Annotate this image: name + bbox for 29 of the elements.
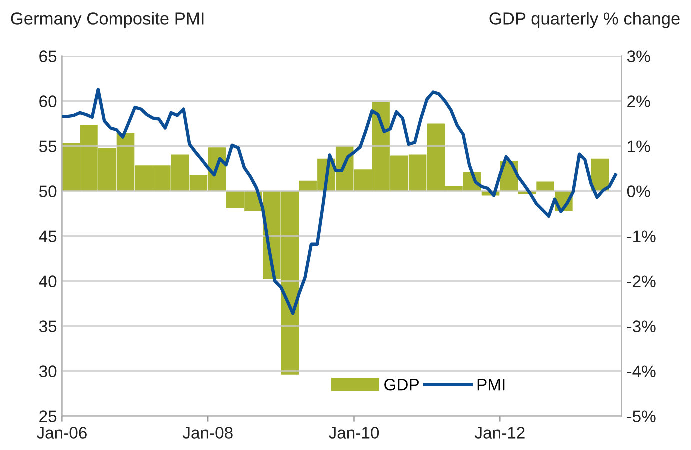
y2-tick-label: -2% [628, 276, 656, 288]
bar [591, 158, 610, 192]
y2-tick-label: 0% [627, 186, 650, 198]
y-tick-label: 35 [39, 320, 57, 332]
y2-tick-label: 1% [628, 140, 650, 152]
y-tick-label: 60 [40, 96, 57, 108]
x-tick-label: Jan-06 [36, 427, 87, 439]
x-tick-label: Jan-10 [329, 427, 380, 439]
y-axis-title: Germany Composite PMI [11, 12, 204, 28]
line-series [62, 88, 618, 316]
y-tick-label: 25 [40, 410, 57, 422]
y2-tick-label: 3% [627, 50, 650, 62]
y-tick-label: 40 [39, 276, 57, 288]
y-tick-label: 45 [39, 230, 57, 242]
legend-label: GDP [384, 378, 419, 391]
x-tick-label: Jan-08 [182, 427, 233, 439]
y-tick-label: 50 [39, 186, 57, 198]
y-tick-label: 65 [40, 50, 57, 62]
bar [536, 182, 554, 192]
y2-tick-label: -1% [628, 230, 656, 242]
y2-tick-label: 2% [628, 96, 650, 108]
y2-tick-label: -3% [628, 320, 656, 332]
y2-tick-label: -4% [628, 366, 656, 378]
x-tick-label: Jan-12 [474, 427, 525, 439]
y-tick-label: 30 [39, 366, 57, 378]
legend-label: PMI [478, 379, 505, 391]
y2-tick-label: -5% [628, 410, 656, 422]
y-tick-label: 55 [39, 140, 57, 152]
y2-axis-title: GDP quarterly % change [490, 12, 680, 28]
